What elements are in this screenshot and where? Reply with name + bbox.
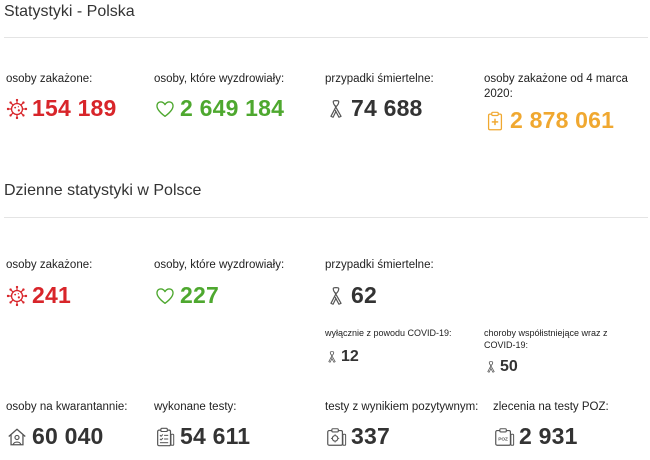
stat-value: 2 931 (519, 423, 578, 449)
stat-label: testy z wynikiem pozytywnym: (325, 401, 479, 413)
virus-test-icon (325, 426, 347, 448)
stat-label: osoby, które wyzdrowiały: (154, 259, 285, 271)
divider (4, 217, 648, 218)
poz-icon-text: POZ (498, 436, 508, 442)
section-title-daily: Dzienne statystyki w Polsce (4, 182, 202, 199)
stat-label: osoby, które wyzdrowiały: (154, 73, 285, 85)
stat-total-infected: osoby zakażone od 4 marca 2020: 2 878 06… (484, 72, 634, 134)
virus-icon (6, 284, 28, 307)
stat-value: 337 (351, 423, 390, 449)
heart-icon (154, 98, 176, 120)
stat-recovered: osoby, które wyzdrowiały: 2 649 184 (154, 72, 314, 122)
stat-label: zlecenia na testy POZ: (493, 401, 609, 413)
stat-label: choroby współistniejące wraz z COVID-19: (484, 328, 608, 350)
stat-value: 60 040 (32, 423, 104, 449)
stat-value: 50 (500, 358, 518, 375)
virus-icon (6, 97, 28, 120)
stat-label: wyłącznie z powodu COVID-19: (325, 328, 452, 338)
stat-value: 62 (351, 282, 377, 308)
daily-stat-poz-orders: zlecenia na testy POZ: POZ 2 931 (493, 400, 643, 450)
stat-value: 54 611 (180, 423, 251, 449)
stat-label: osoby zakażone: (6, 73, 93, 85)
daily-stat-deaths-covid-only: wyłącznie z powodu COVID-19: 12 (325, 327, 475, 366)
stat-label: osoby na kwarantannie: (6, 401, 128, 413)
section-title-poland: Statystyki - Polska (4, 3, 135, 20)
daily-stat-deaths: przypadki śmiertelne: 62 (325, 258, 475, 309)
stat-value: 2 878 061 (510, 107, 615, 133)
ribbon-icon (325, 98, 347, 120)
daily-stat-quarantine: osoby na kwarantannie: 60 040 (6, 400, 151, 450)
house-person-icon (6, 426, 28, 448)
stat-label: wykonane testy: (154, 401, 237, 413)
stat-label: przypadki śmiertelne: (325, 73, 434, 85)
stat-value: 227 (180, 282, 219, 308)
stat-value: 12 (341, 348, 359, 365)
daily-stat-tests: wykonane testy: 54 611 (154, 400, 314, 450)
heart-icon (154, 285, 176, 307)
ribbon-icon (325, 285, 347, 307)
stat-deaths: przypadki śmiertelne: 74 688 (325, 72, 475, 122)
divider (4, 37, 648, 38)
daily-stat-recovered: osoby, które wyzdrowiały: 227 (154, 258, 314, 309)
daily-stat-infected: osoby zakażone: 241 (6, 258, 146, 309)
stat-value: 241 (32, 282, 71, 308)
checklist-icon (154, 426, 176, 448)
clipboard-plus-icon (484, 110, 506, 132)
daily-stat-deaths-comorbid: choroby współistniejące wraz z COVID-19:… (484, 327, 640, 376)
poz-icon: POZ (493, 426, 515, 448)
stat-label: osoby zakażone od 4 marca 2020: (484, 73, 628, 100)
stat-label: przypadki śmiertelne: (325, 259, 434, 271)
stat-label: osoby zakażone: (6, 259, 93, 271)
ribbon-icon (325, 350, 339, 364)
stat-infected: osoby zakażone: 154 189 (6, 72, 146, 122)
stat-value: 2 649 184 (180, 95, 285, 121)
ribbon-icon (484, 360, 498, 374)
daily-stat-positive-tests: testy z wynikiem pozytywnym: 337 (325, 400, 483, 450)
stat-value: 154 189 (32, 95, 117, 121)
stat-value: 74 688 (351, 95, 423, 121)
